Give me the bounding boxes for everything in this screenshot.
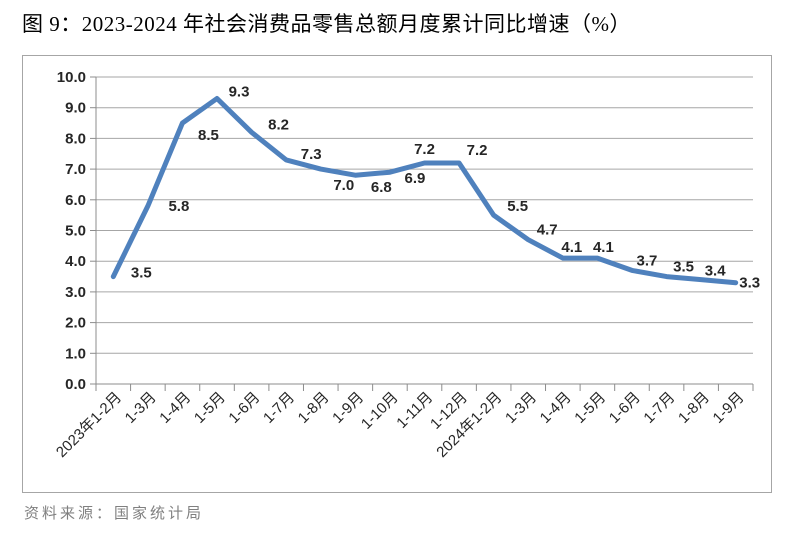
x-tick-label: 1-6月: [606, 389, 644, 427]
x-tick-label: 1-4月: [156, 389, 194, 427]
x-tick-label: 1-7月: [260, 389, 298, 427]
chart-frame: 0.0 1.0 2.0 3.0 4.0 5.0 6.0 7.0 8.0 9.0 10.0 2023年1…: [22, 55, 772, 493]
data-label: 5.5: [507, 198, 528, 215]
data-label: 3.5: [673, 259, 694, 276]
y-tick-label: 4.0: [65, 253, 86, 270]
y-tick-label: 8.0: [65, 130, 86, 147]
x-tick-label: 2023年1-2月: [53, 389, 125, 461]
chart-title: 图 9：2023-2024 年社会消费品零售总额月度累计同比增速（%）: [22, 12, 631, 36]
y-tick-label: 1.0: [65, 345, 86, 362]
y-tick-label: 2.0: [65, 315, 86, 332]
data-label: 3.5: [131, 265, 152, 282]
y-tick-label: 10.0: [57, 69, 86, 86]
x-tick-label: 1-9月: [710, 389, 748, 427]
y-tick-label: 9.0: [65, 100, 86, 117]
y-tick-label: 5.0: [65, 223, 86, 240]
x-tick-label: 1-5月: [191, 389, 229, 427]
x-tick-label: 1-5月: [571, 389, 609, 427]
data-label: 7.0: [333, 177, 354, 194]
data-label: 8.5: [198, 127, 219, 144]
x-tick-label: 1-3月: [122, 389, 160, 427]
x-tick-label: 1-4月: [537, 389, 575, 427]
data-label: 6.9: [404, 170, 425, 187]
x-tick-label: 1-8月: [295, 389, 333, 427]
x-tick-label: 1-7月: [640, 389, 678, 427]
data-label: 3.7: [637, 252, 658, 269]
data-label: 6.8: [371, 179, 392, 196]
y-tick-label: 7.0: [65, 161, 86, 178]
data-label: 9.3: [229, 83, 250, 100]
source-note: 资料来源：国家统计局: [24, 506, 205, 522]
x-tick-label: 1-10月: [358, 389, 402, 433]
y-tick-label: 0.0: [65, 376, 86, 393]
data-label: 3.3: [739, 275, 760, 292]
series-line: [110, 96, 739, 286]
x-tick-label: 1-6月: [225, 389, 263, 427]
plot-svg: 0.0 1.0 2.0 3.0 4.0 5.0 6.0 7.0 8.0 9.0 10.0 2023年1…: [53, 69, 760, 461]
y-tick-label: 3.0: [65, 284, 86, 301]
data-label: 7.2: [414, 141, 435, 158]
data-label: 5.8: [168, 198, 189, 215]
x-tick-label: 1-8月: [675, 389, 713, 427]
x-tick-label: 1-3月: [502, 389, 540, 427]
data-label: 4.1: [561, 239, 582, 256]
data-label: 7.3: [301, 146, 322, 163]
data-label: 8.2: [268, 116, 289, 133]
data-label: 3.4: [705, 263, 727, 280]
data-label: 4.1: [593, 239, 614, 256]
y-tick-label: 6.0: [65, 192, 86, 209]
data-label: 4.7: [537, 222, 558, 239]
x-tick-label: 1-11月: [393, 389, 436, 432]
data-label: 7.2: [467, 142, 488, 159]
